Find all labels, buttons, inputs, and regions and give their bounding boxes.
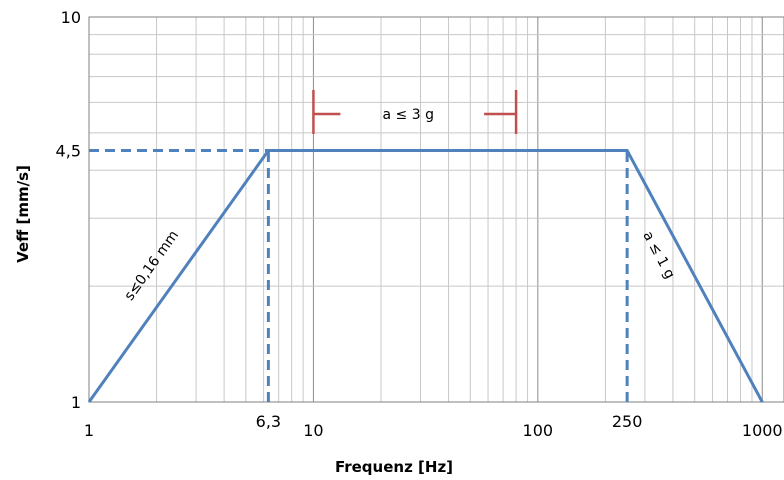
bracket-label: a ≤ 3 g xyxy=(383,107,434,123)
x-tick-label: 100 xyxy=(523,421,554,440)
x-tick-label: 10 xyxy=(303,421,323,440)
series-group xyxy=(87,149,764,403)
plot-area xyxy=(88,16,784,403)
y-tick-label: 1 xyxy=(71,393,81,412)
x-tick-label: 1 xyxy=(84,421,94,440)
reference-lines xyxy=(89,149,629,402)
x-tick-label: 6,3 xyxy=(256,412,281,431)
tick-labels: 1 6,3 10 100 250 1000 1 4,5 10 xyxy=(56,8,783,440)
x-axis-title: Frequenz [Hz] xyxy=(335,458,453,476)
y-tick-label: 4,5 xyxy=(56,142,81,161)
y-tick-label: 10 xyxy=(61,8,81,27)
x-tick-label: 250 xyxy=(612,412,643,431)
x-tick-label: 1000 xyxy=(742,421,783,440)
series-line xyxy=(87,149,764,403)
bracket-group: a ≤ 3 g xyxy=(312,89,518,134)
y-axis-title: Veff [mm/s] xyxy=(14,165,32,263)
